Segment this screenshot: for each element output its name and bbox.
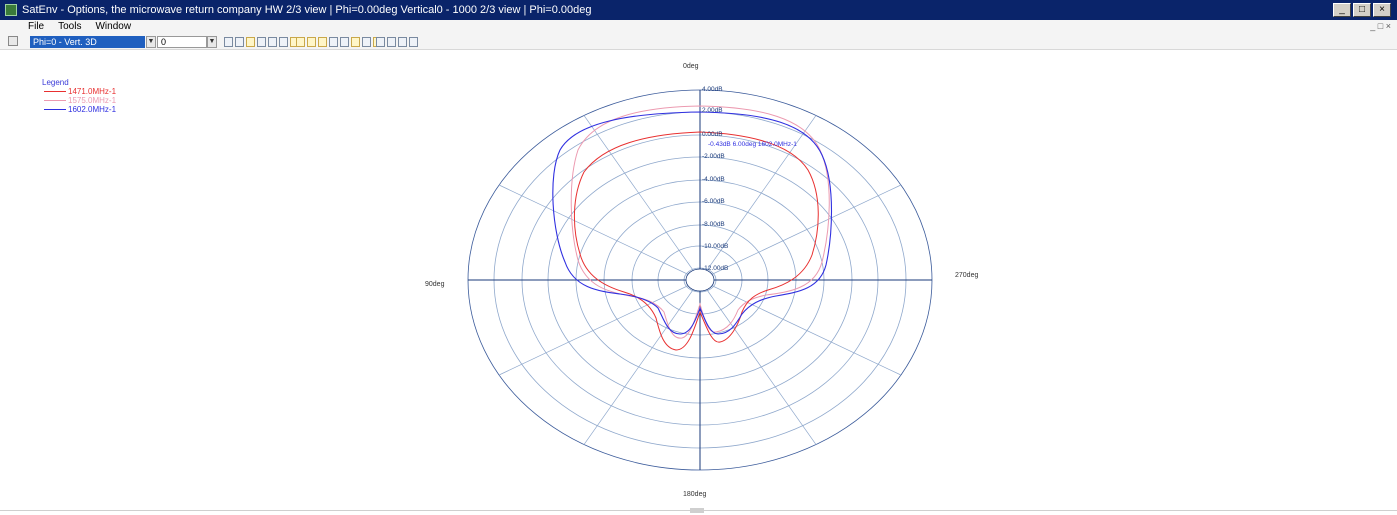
title-bar: SatEnv - Options, the microwave return c… — [0, 0, 1397, 20]
view-select[interactable]: Phi=0 - Vert. 3D — [30, 36, 145, 48]
window-controls: _ □ × — [1333, 3, 1391, 17]
angle-labels: 0deg 270deg 180deg 90deg — [425, 63, 978, 498]
legend: Legend 1471.0MHz-1 1575.0MHz-1 1602.0MHz… — [42, 78, 116, 114]
legend-item: 1602.0MHz-1 — [42, 105, 116, 114]
ring-label: 0.00dB — [702, 131, 723, 138]
frequency-select[interactable]: 0 — [157, 36, 207, 48]
window-title: SatEnv - Options, the microwave return c… — [22, 4, 592, 16]
legend-item: 1471.0MHz-1 — [42, 87, 116, 96]
legend-swatch — [44, 91, 66, 92]
ring-label: -8.00dB — [702, 221, 725, 228]
ring-label: 4.00dB — [702, 86, 723, 93]
ring-label: 2.00dB — [702, 107, 723, 114]
legend-swatch — [44, 100, 66, 101]
ring-label: -4.00dB — [702, 176, 725, 183]
ring-label: -6.00dB — [702, 198, 725, 205]
zoom-icon[interactable] — [224, 37, 233, 47]
printer-setup-icon[interactable] — [409, 37, 418, 47]
normalize-icon[interactable] — [362, 37, 371, 47]
pattern-curve-1471mhz — [573, 131, 819, 351]
chevron-down-icon[interactable]: ▼ — [207, 36, 217, 48]
grid-spoke — [699, 115, 817, 281]
menu-tools[interactable]: Tools — [58, 21, 82, 32]
ring-labels: 4.00dB 2.00dB 0.00dB -2.00dB -4.00dB -6.… — [702, 86, 728, 272]
legend-item: 1575.0MHz-1 — [42, 96, 116, 105]
chart-icon[interactable] — [387, 37, 396, 47]
legend-label: 1575.0MHz-1 — [68, 96, 117, 105]
grid-spoke — [699, 279, 902, 376]
ring-label: -12.00dB — [702, 265, 728, 272]
legend-label: 1602.0MHz-1 — [68, 105, 117, 114]
grid-spoke — [699, 279, 817, 445]
legend-icon[interactable] — [351, 37, 360, 47]
scroll-marker — [690, 508, 704, 513]
maximize-button[interactable]: □ — [1353, 3, 1371, 17]
toolbar-group-view — [224, 37, 299, 48]
minimize-button[interactable]: _ — [1333, 3, 1351, 17]
menu-window[interactable]: Window — [95, 21, 132, 32]
pattern-curve-1602mhz — [552, 111, 832, 335]
legend-swatch — [44, 109, 66, 110]
axis-icon[interactable] — [340, 37, 349, 47]
angle-label-top: 0deg — [683, 63, 699, 70]
menu-file[interactable]: File — [28, 21, 45, 32]
polar-spokes — [498, 115, 902, 445]
toolbar-group-output — [376, 37, 418, 48]
menu-bar: File Tools Window — [0, 20, 1397, 34]
chart-icon[interactable] — [8, 36, 18, 46]
grid-icon[interactable] — [235, 37, 244, 47]
ring-label: -10.00dB — [702, 243, 728, 250]
grid-spoke — [498, 279, 701, 376]
angle-label-bottom: 180deg — [683, 491, 706, 498]
close-button[interactable]: × — [1373, 3, 1391, 17]
center-circle — [685, 268, 715, 292]
pattern-curve-1575mhz — [570, 105, 830, 339]
marker-delete-icon[interactable] — [318, 37, 327, 47]
ring-label: -2.00dB — [702, 153, 725, 160]
grid-spoke — [699, 184, 902, 281]
legend-title: Legend — [42, 78, 69, 87]
grid-spoke — [583, 115, 701, 281]
grid-spoke — [583, 279, 701, 445]
angle-label-right: 270deg — [955, 272, 978, 279]
print-icon[interactable] — [398, 37, 407, 47]
cartesian-icon[interactable] — [279, 37, 288, 47]
mdi-controls[interactable]: _ □ × — [1370, 21, 1391, 31]
grid-spoke — [498, 184, 701, 281]
marker-icon[interactable] — [296, 37, 305, 47]
refresh-icon[interactable] — [376, 37, 385, 47]
scale-icon[interactable] — [329, 37, 338, 47]
legend-label: 1471.0MHz-1 — [68, 87, 117, 96]
copy-icon[interactable] — [246, 37, 255, 47]
toolbar — [0, 34, 1397, 50]
marker-add-icon[interactable] — [307, 37, 316, 47]
table-icon[interactable] — [257, 37, 266, 47]
chevron-down-icon[interactable]: ▼ — [146, 36, 156, 48]
angle-label-left: 90deg — [425, 281, 445, 288]
polar-icon[interactable] — [268, 37, 277, 47]
marker-label: -0.43dB 6.00deg 1602.0MHz-1 — [708, 141, 797, 148]
app-icon — [5, 4, 17, 16]
